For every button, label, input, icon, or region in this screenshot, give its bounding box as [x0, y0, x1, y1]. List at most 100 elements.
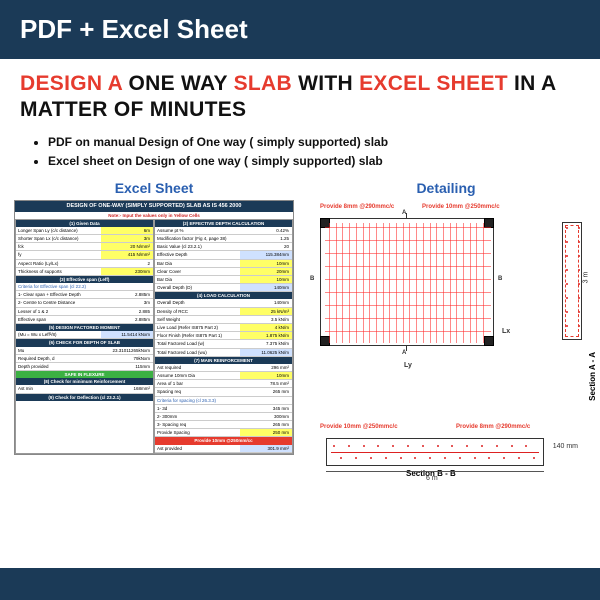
mark-b-left: B: [310, 276, 314, 282]
data-row: Assume 10mm Dia10mm: [155, 372, 292, 380]
header-bar: PDF + Excel Sheet: [0, 0, 600, 59]
row-label: Lesser of 1 & 2: [16, 308, 101, 315]
data-row: Longer Span Ly (c/c distance)6m: [16, 227, 153, 235]
rebar-vert: [329, 223, 330, 343]
row-label: (Mu = Wu x Leff²/8): [16, 331, 101, 338]
rebar-dot: [363, 445, 365, 447]
detailing-title: Detailing: [306, 180, 586, 196]
data-row: Total Factored Load (w)7.375 kN/m: [155, 340, 292, 348]
row-value: 265 mm: [240, 421, 292, 428]
row-value: 1.875 kN/m: [240, 332, 292, 339]
data-row: Effective Depth115.384mm: [155, 251, 292, 259]
row-value: 140mm: [240, 284, 292, 291]
row-label: Ast required: [155, 364, 240, 371]
data-row: Overall Depth140mm: [155, 299, 292, 307]
row-label: Effective span: [16, 316, 101, 323]
rebar-dot: [474, 457, 476, 459]
section-header: (4) LOAD CALCULATION: [155, 292, 292, 299]
excel-sheet: DESIGN OF ONE-WAY (SIMPLY SUPPORTED) SLA…: [14, 200, 294, 454]
row-value: 168mm²: [101, 385, 153, 392]
row-label: fy: [16, 251, 101, 258]
row-value: 300mm: [240, 413, 292, 420]
data-row: Shorter Span Lx (c/c distance)3m: [16, 235, 153, 243]
mark-a-bot: A: [402, 350, 406, 356]
row-label: Shorter Span Lx (c/c distance): [16, 235, 101, 242]
data-row: Live Load (Refer IS875 Part 2)4 kN/m: [155, 324, 292, 332]
row-value: 79kNxm: [101, 355, 153, 362]
excel-col: Excel Sheet DESIGN OF ONE-WAY (SIMPLY SU…: [14, 180, 294, 480]
hw-d: WITH: [298, 72, 359, 95]
row-value: 115mm: [101, 363, 153, 370]
row-value: 25 kN/m³: [240, 308, 292, 315]
row-value: 20 N/mm²: [101, 243, 153, 250]
row-label: Longer Span Ly (c/c distance): [16, 227, 101, 234]
section-header: (9) Check for Deflection (cl 23.2.1): [16, 394, 153, 401]
rebar-dot: [385, 457, 387, 459]
data-row: Bar Dia10mm: [155, 260, 292, 268]
data-row: Criteria for Effective span (cl 22.2): [16, 283, 153, 291]
row-label: 1- Clear span + Effective Depth: [16, 291, 101, 298]
row-value: 115.384mm: [240, 251, 292, 258]
row-value: 11.5414 kNxm: [101, 331, 153, 338]
rebar-dot: [481, 445, 483, 447]
rebar-dot: [459, 457, 461, 459]
data-row: Depth provided115mm: [16, 363, 153, 371]
rebar-dot: [422, 445, 424, 447]
row-label: Live Load (Refer IS875 Part 2): [155, 324, 240, 331]
row-label: Mu: [16, 347, 101, 354]
xl-note: Note:- Input the values only in Yellow C…: [15, 212, 293, 219]
row-value: 0.42%: [240, 227, 292, 234]
mark-lx: Lx: [502, 328, 510, 335]
rebar-dot: [525, 445, 527, 447]
row-label: Provide Spacing: [155, 429, 240, 436]
data-row: Total Factored Load (wu)11.0625 kN/m: [155, 349, 292, 357]
xl-body: (1) Given DataLonger Span Ly (c/c distan…: [15, 219, 293, 454]
note-bot-right: Provide 8mm @290mmc/c: [456, 424, 530, 430]
row-value: 250 mm: [240, 429, 292, 436]
data-row: Basic Value (cl 23.2.1)20: [155, 243, 292, 251]
section-header: (6) CHECK FOR DEPTH OF SLAB: [16, 339, 153, 346]
section-a-label: Section A - A: [588, 352, 597, 401]
section-header: (1) Given Data: [16, 220, 153, 227]
section-a-view: [562, 222, 582, 340]
row-value: 230mm: [101, 268, 153, 275]
rebar-vert: [456, 223, 457, 343]
rebar-horiz: [325, 292, 491, 293]
data-row: Area of 1 bar78.5 mm²: [155, 380, 292, 388]
data-row: Spacing req265 mm: [155, 388, 292, 396]
rebar-dot: [518, 457, 520, 459]
rebar-vert: [396, 223, 397, 343]
data-row: (Mu = Wu x Leff²/8)11.5414 kNxm: [16, 331, 153, 339]
rebar-vert: [483, 223, 484, 343]
row-value: 23.31011265kNxm: [101, 347, 153, 354]
rebar-vert: [450, 223, 451, 343]
row-value: 345 mm: [240, 405, 292, 412]
data-row: Aspect Ratio (Ly/Lx)2: [16, 260, 153, 268]
rebar-vert: [389, 223, 390, 343]
dim-w: 6 m: [426, 475, 438, 482]
rebar-vert: [349, 223, 350, 343]
note-top-right: Provide 10mm @250mmc/c: [422, 204, 500, 210]
rebar-vert: [470, 223, 471, 343]
row-label: Ast provided: [155, 445, 240, 452]
content-row: Excel Sheet DESIGN OF ONE-WAY (SIMPLY SU…: [0, 180, 600, 488]
row-value: 10mm: [240, 276, 292, 283]
row-value: 301.9 mm²: [240, 445, 292, 452]
row-label: Overall Depth (D): [155, 284, 240, 291]
row-label: Clear Cover: [155, 268, 240, 275]
rebar-dot: [377, 445, 379, 447]
col-br: [484, 336, 494, 346]
mark-b-right: B: [498, 276, 502, 282]
rebar-dot: [511, 445, 513, 447]
rebar-dot: [496, 445, 498, 447]
bullet-2: Excel sheet on Design of one way ( simpl…: [48, 153, 580, 170]
rebar-dot: [340, 457, 342, 459]
row-value: [101, 283, 153, 290]
section-header: (5) DESIGN FACTORED MOMENT: [16, 324, 153, 331]
footer-bar: [0, 568, 600, 600]
rebar-vert: [443, 223, 444, 343]
bullet-1: PDF on manual Design of One way ( simply…: [48, 134, 580, 151]
row-value: 265 mm: [240, 388, 292, 395]
row-value: 2.885m: [101, 291, 153, 298]
row-label: Criteria for spacing (cl 26.3.3): [155, 397, 240, 404]
